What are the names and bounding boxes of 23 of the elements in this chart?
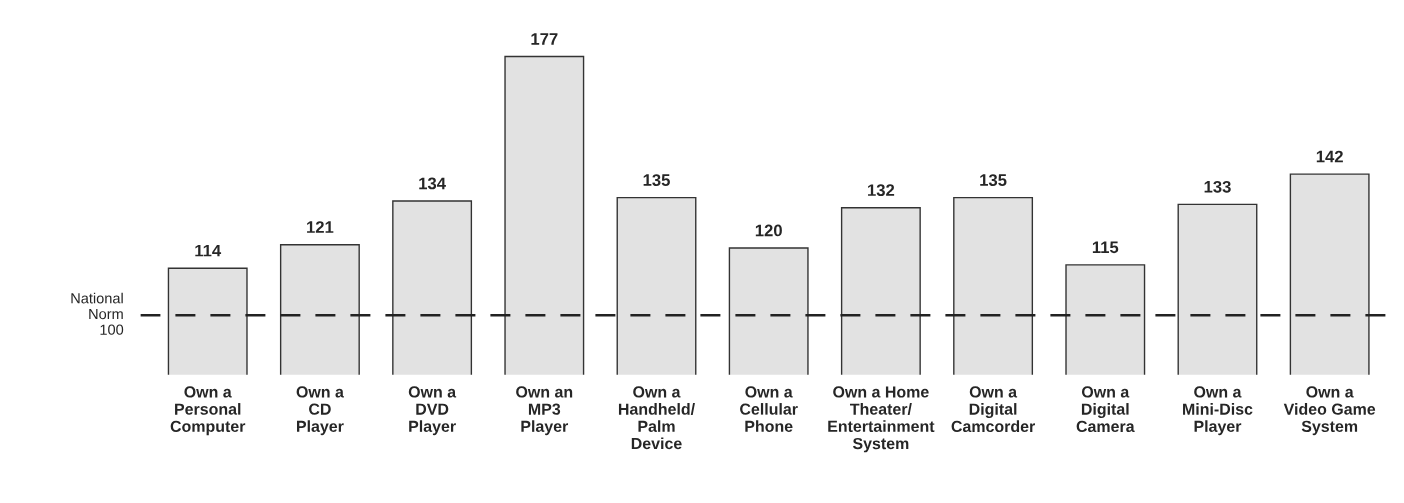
data-label: 135 <box>980 174 1007 186</box>
x-tick-label: Own a Personal Computer <box>170 386 246 436</box>
data-label: 135 <box>643 174 670 186</box>
data-label: 133 <box>1204 180 1231 193</box>
data-label: 142 <box>1316 150 1343 163</box>
x-tick-label: Own a Cellular Phone <box>740 386 798 432</box>
x-tick-label: Own a Mini-Disc Player <box>1183 386 1253 436</box>
data-label: 114 <box>195 244 222 257</box>
x-tick-label: Own a DVD Player <box>408 386 457 436</box>
data-label: 115 <box>1092 241 1119 254</box>
x-tick-label: Own a Handheld/ Palm Device <box>618 386 695 450</box>
ref-line-label: National Norm 100 <box>71 292 124 335</box>
x-tick-label: Own a Digital Camcorder <box>951 386 1035 433</box>
data-label: 134 <box>419 177 446 190</box>
data-label: 132 <box>868 184 895 197</box>
data-label: 121 <box>307 221 334 233</box>
data-label: 177 <box>531 33 558 45</box>
x-tick-label: Own a Digital Camera <box>1076 386 1135 433</box>
x-tick-label: Own a CD Player <box>296 386 344 436</box>
data-label: 120 <box>755 224 782 237</box>
x-tick-label: Own a Home Theater/ Entertainment System <box>828 386 935 453</box>
x-tick-label: Own a Video Game System <box>1283 386 1376 436</box>
x-tick-label: Own an MP3 Player <box>516 386 573 436</box>
